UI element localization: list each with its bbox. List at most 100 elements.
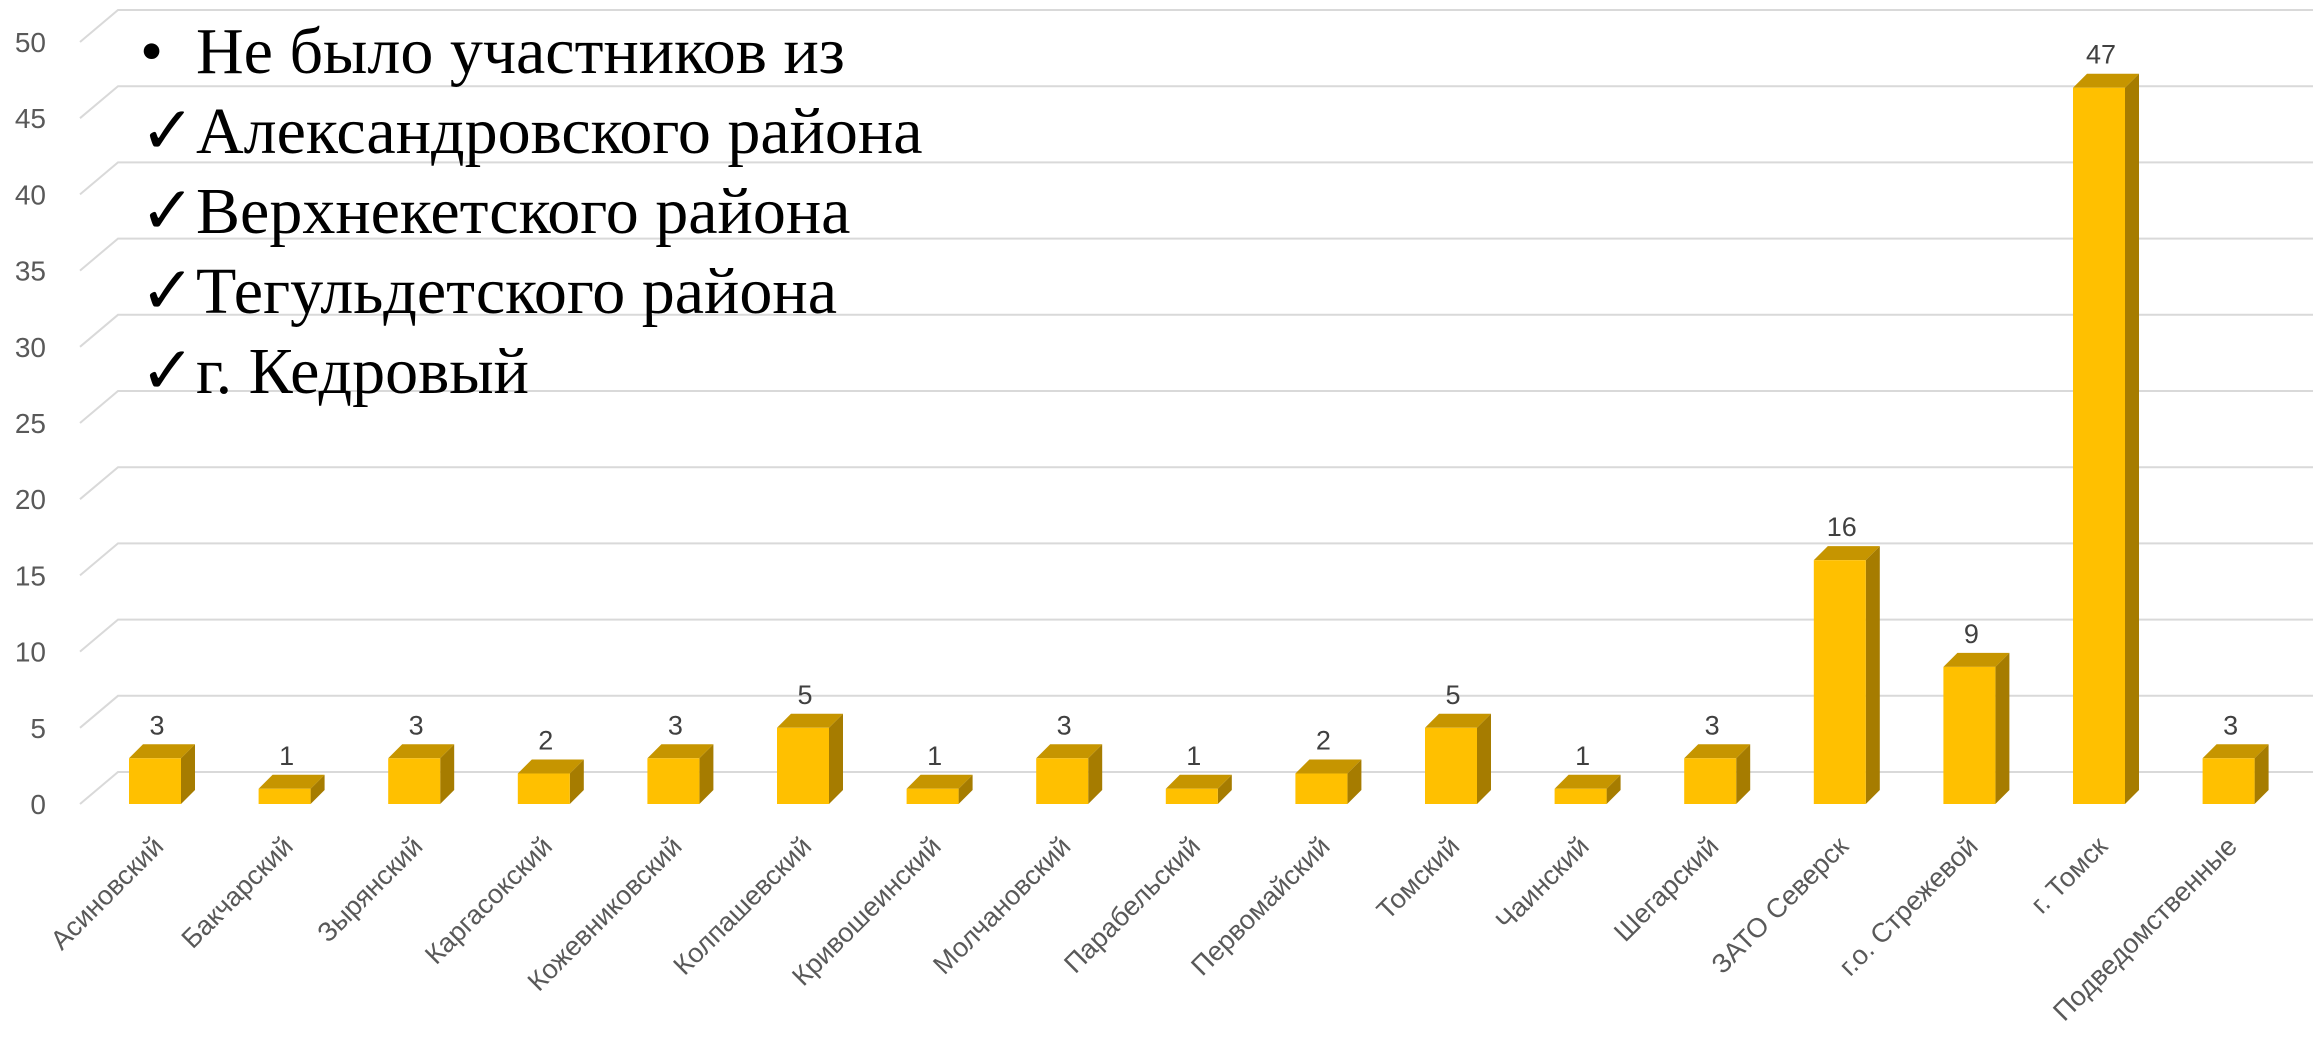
bar-side (1736, 744, 1751, 804)
data-label: 5 (797, 680, 812, 710)
gridline (79, 161, 2313, 196)
bar (1813, 546, 1880, 804)
notes-item: ✓г. Кедровый (140, 332, 923, 412)
x-tick-label: Молчановский (927, 831, 1076, 980)
bar-top (258, 774, 325, 789)
bar (647, 744, 714, 804)
bar-side (1088, 744, 1103, 804)
bar-front (2073, 87, 2125, 805)
bar (388, 744, 455, 804)
notes-item-text: Верхнекетского района (196, 175, 851, 248)
bar (1036, 744, 1103, 804)
bar (1165, 774, 1232, 804)
gridline (79, 771, 2313, 805)
notes-item-text: Тегульдетского района (196, 255, 837, 328)
checkmark-icon: ✓ (140, 95, 196, 168)
data-label: 47 (2086, 40, 2116, 70)
gridline (79, 542, 2313, 577)
data-label: 9 (1964, 619, 1979, 649)
bar (517, 759, 584, 804)
bar-top (1036, 744, 1103, 759)
bar-side (829, 713, 843, 804)
x-tick-label: Асиновский (45, 831, 169, 955)
data-label: 3 (1705, 710, 1720, 740)
bar-top (2073, 73, 2139, 88)
bar-front (906, 788, 959, 804)
bar (1425, 713, 1491, 804)
bar-side (310, 774, 325, 804)
bar (906, 774, 973, 804)
bar-side (958, 774, 973, 804)
bar-front (777, 727, 829, 804)
bar-front (1943, 666, 1996, 804)
notes-item-text: Александровского района (196, 95, 923, 168)
bar-side (1995, 652, 2010, 804)
bar-top (1295, 759, 1362, 774)
gridline (79, 466, 2313, 500)
bar-front (258, 788, 311, 804)
bar (2202, 744, 2269, 804)
y-tick-label: 50 (15, 27, 46, 58)
bar-front (647, 758, 700, 804)
bar-side (2254, 744, 2269, 804)
bars (129, 73, 2269, 805)
data-label: 1 (1186, 741, 1201, 771)
bar-top (906, 774, 973, 789)
gridline (79, 694, 2313, 729)
notes-heading-text: Не было участников из (196, 15, 845, 88)
data-label: 3 (668, 710, 683, 740)
bar (1295, 759, 1362, 804)
notes-item: ✓Александровского района (140, 92, 923, 172)
notes-heading: • Не было участников из (140, 12, 923, 92)
x-tick-label: г. Томск (2025, 831, 2113, 919)
bar (129, 744, 195, 804)
bar-side (1347, 759, 1362, 804)
x-tick-label: Чаинский (1490, 831, 1595, 936)
bar-side (699, 744, 714, 804)
gridline (79, 237, 2313, 272)
bar-front (1165, 788, 1218, 804)
data-label: 3 (1057, 710, 1072, 740)
x-tick-label: Шегарский (1608, 831, 1724, 947)
data-label: 1 (279, 741, 294, 771)
bar-top (388, 744, 455, 759)
bullet-icon: • (140, 15, 164, 88)
y-tick-label: 15 (15, 560, 46, 591)
bar-top (777, 713, 843, 728)
bar-front (1684, 758, 1737, 804)
y-tick-label: 10 (15, 637, 46, 668)
bar-side (440, 744, 455, 804)
bar-top (1425, 713, 1491, 728)
bar-top (517, 759, 584, 774)
checkmark-icon: ✓ (140, 335, 196, 408)
bar-side (1477, 713, 1491, 804)
y-tick-label: 25 (15, 408, 46, 439)
data-label: 2 (1316, 726, 1331, 756)
y-tick-label: 40 (15, 179, 46, 210)
data-label: 16 (1827, 512, 1857, 542)
bar-top (1813, 546, 1880, 561)
y-tick-label: 45 (15, 103, 46, 134)
x-tick-label: Каргасокский (419, 831, 558, 970)
x-tick-label: Зырянский (311, 831, 428, 948)
bar (258, 774, 325, 804)
gridline (79, 313, 2313, 348)
bar-top (1165, 774, 1232, 789)
bar-side (1865, 546, 1880, 804)
bar-side (569, 759, 584, 804)
y-tick-label: 0 (30, 789, 46, 820)
x-tick-label: Томский (1371, 831, 1465, 925)
data-label: 1 (927, 741, 942, 771)
data-label: 3 (409, 710, 424, 740)
gridline (79, 390, 2313, 424)
y-tick-label: 5 (30, 713, 46, 744)
bar-front (2202, 758, 2255, 804)
bar (777, 713, 843, 804)
bar-top (1554, 774, 1621, 789)
data-label: 1 (1575, 741, 1590, 771)
bar (1554, 774, 1621, 804)
y-tick-label: 35 (15, 256, 46, 287)
bar-front (1036, 758, 1089, 804)
bar (1684, 744, 1751, 804)
